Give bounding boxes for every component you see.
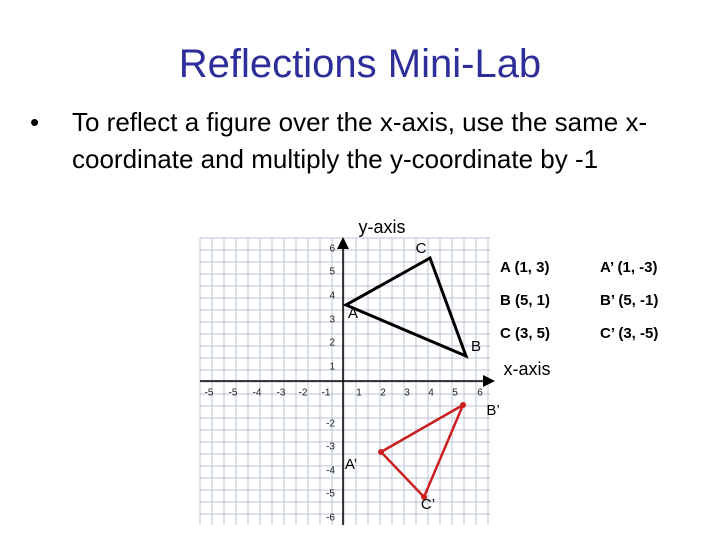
table-cell: B (5, 1) [500, 292, 550, 309]
bullet-dot: • [30, 107, 40, 137]
y-tick-label: -4 [326, 466, 335, 477]
y-tick-label: -3 [326, 442, 335, 453]
x-tick-label: -5 [205, 388, 214, 399]
x-tick-label: -1 [322, 388, 331, 399]
table-cell: A (1, 3) [500, 259, 549, 276]
y-tick-label: -5 [326, 489, 335, 500]
y-tick-label: 3 [329, 315, 335, 326]
x-tick-label: 5 [452, 388, 458, 399]
triangle-reflected [378, 402, 466, 500]
y-tick-label: 1 [329, 362, 335, 373]
y-axis-label: y-axis [358, 217, 405, 237]
y-tick-label: 2 [329, 338, 335, 349]
x-tick-label: 4 [428, 388, 434, 399]
vertex [460, 402, 466, 408]
slide-title: Reflections Mini-Lab [178, 42, 542, 86]
y-tick-label: 6 [329, 244, 335, 255]
x-tick-label: -4 [253, 388, 262, 399]
x-axis-label: x-axis [503, 359, 550, 379]
x-tick-label: -3 [277, 388, 286, 399]
table-cell: C’ (3, -5) [600, 325, 658, 342]
triangle-original [342, 255, 469, 359]
y-tick-label: -6 [326, 513, 335, 524]
bullet-text: To reflect a figure over the x-axis, use… [72, 107, 648, 174]
x-tick-label: -5 [229, 388, 238, 399]
y-tick-label: -2 [326, 419, 335, 430]
y-tick-label: 4 [329, 291, 335, 302]
vertex [378, 449, 384, 455]
table-cell: B’ (5, -1) [600, 292, 658, 309]
point-label: A’ [345, 456, 357, 473]
point-label: B [471, 338, 481, 355]
table-cell: A’ (1, -3) [600, 259, 658, 276]
x-tick-label: 6 [477, 388, 483, 399]
x-tick-label: 1 [356, 388, 362, 399]
point-label: C [416, 240, 427, 257]
point-label: C’ [421, 496, 435, 513]
point-label: B’ [486, 402, 499, 419]
x-tick-label: 3 [404, 388, 410, 399]
x-tick-label: -2 [299, 388, 308, 399]
vertex [421, 494, 427, 500]
y-tick-label: 5 [329, 267, 335, 278]
bullet: • To reflect a figure over the x-axis, us… [30, 104, 670, 178]
x-tick-label: 2 [380, 388, 386, 399]
table-cell: C (3, 5) [500, 325, 550, 342]
point-label: A [348, 305, 358, 322]
